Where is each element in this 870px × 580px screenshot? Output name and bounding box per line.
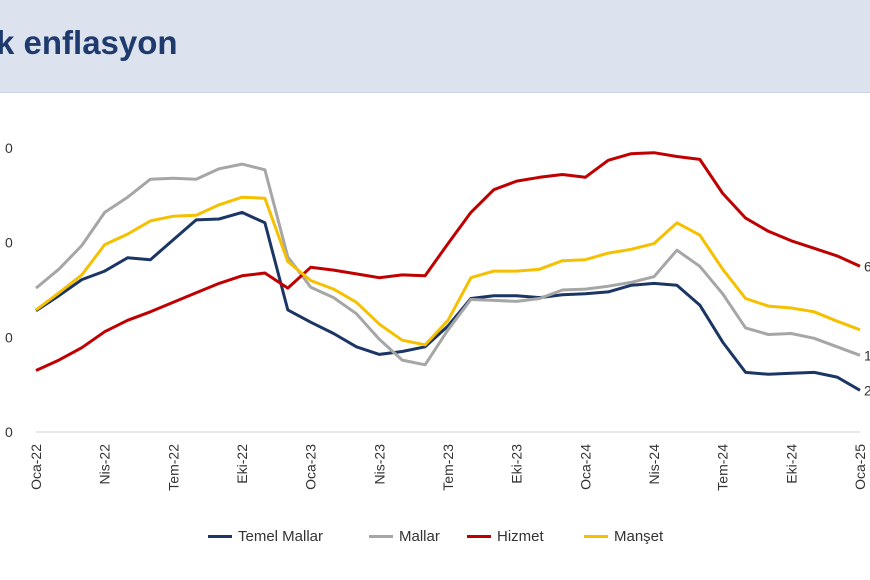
end-value-label: 6 bbox=[864, 258, 870, 274]
x-tick-label: Tem-23 bbox=[440, 444, 456, 491]
y-tick-label: 0 bbox=[5, 235, 13, 251]
x-tick-label: Tem-22 bbox=[165, 444, 181, 491]
series-line-temel-mallar bbox=[35, 210, 861, 392]
legend: Temel Mallar Mallar Hizmet Manşet bbox=[0, 524, 870, 548]
title-banner: k enflasyon bbox=[0, 0, 870, 93]
y-tick-label: 0 bbox=[5, 329, 13, 345]
series-line-hizmet bbox=[35, 151, 861, 372]
x-tick-label: Oca-23 bbox=[303, 444, 319, 490]
x-tick-label: Nis-23 bbox=[371, 444, 387, 485]
legend-item-mallar: Mallar bbox=[369, 524, 440, 548]
y-tick-label: 0 bbox=[5, 140, 13, 156]
x-tick-label: Oca-22 bbox=[28, 444, 44, 490]
legend-swatch bbox=[369, 534, 393, 538]
end-value-label: 1 bbox=[864, 347, 870, 363]
page-title: k enflasyon bbox=[0, 24, 178, 61]
legend-label: Hizmet bbox=[497, 527, 544, 545]
x-tick-label: Oca-24 bbox=[577, 444, 593, 490]
legend-label: Manşet bbox=[614, 527, 664, 545]
legend-swatch bbox=[467, 534, 491, 538]
x-tick-label: Nis-24 bbox=[646, 444, 662, 485]
x-tick-label: Eki-22 bbox=[234, 444, 250, 484]
legend-item-manşet: Manşet bbox=[584, 524, 663, 548]
legend-label: Mallar bbox=[399, 527, 440, 545]
legend-item-temel-mallar: Temel Mallar bbox=[208, 524, 323, 548]
legend-swatch bbox=[584, 534, 608, 538]
series-line-manşet bbox=[35, 195, 861, 347]
x-tick-label: Nis-22 bbox=[97, 444, 113, 485]
legend-item-hizmet: Hizmet bbox=[467, 524, 544, 548]
series-line-mallar bbox=[35, 162, 861, 367]
x-tick-label: Eki-24 bbox=[783, 444, 799, 484]
x-tick-label: Oca-25 bbox=[852, 444, 868, 490]
y-tick-label: 0 bbox=[5, 424, 13, 440]
x-tick-label: Eki-23 bbox=[509, 444, 525, 484]
legend-swatch bbox=[208, 534, 232, 538]
legend-label: Temel Mallar bbox=[238, 527, 324, 545]
x-tick-label: Tem-24 bbox=[715, 444, 731, 491]
end-value-label: 2 bbox=[864, 382, 870, 398]
